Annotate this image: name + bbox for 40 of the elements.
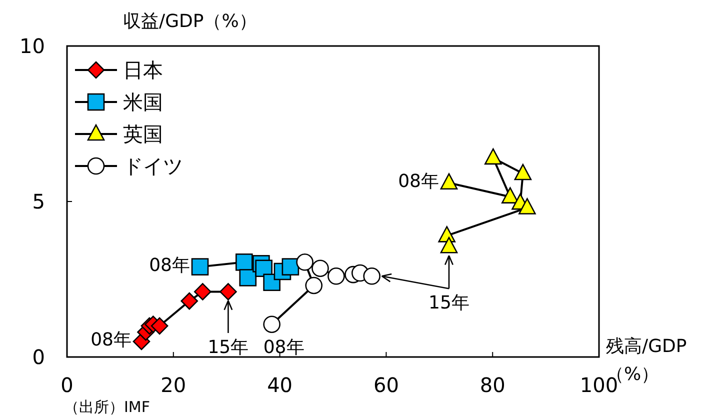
annotation: 15年 bbox=[208, 337, 249, 358]
point bbox=[305, 276, 322, 294]
annotation: 08年 bbox=[263, 337, 304, 358]
legend-label: 英国 bbox=[123, 122, 163, 146]
point bbox=[191, 258, 209, 276]
point bbox=[236, 253, 253, 271]
x-tick-label: 60 bbox=[373, 373, 399, 397]
legend-label: 日本 bbox=[123, 58, 163, 82]
annotation: 08年 bbox=[398, 170, 439, 192]
point bbox=[312, 260, 329, 278]
point bbox=[518, 198, 536, 214]
annotation: 15年 bbox=[428, 292, 470, 314]
point bbox=[282, 258, 300, 276]
x-tick-label: 20 bbox=[160, 373, 186, 397]
point bbox=[363, 267, 380, 285]
point bbox=[180, 292, 198, 310]
legend-label: ドイツ bbox=[123, 154, 183, 178]
point bbox=[502, 187, 519, 204]
point bbox=[296, 253, 314, 271]
point bbox=[220, 283, 237, 300]
point bbox=[194, 283, 212, 300]
point bbox=[263, 316, 280, 333]
annotation: 08年 bbox=[149, 254, 190, 276]
annotation: 08年 bbox=[90, 329, 132, 350]
point bbox=[239, 269, 257, 286]
x-tick-label: 40 bbox=[267, 373, 293, 397]
y-tick-label: 5 bbox=[32, 190, 45, 214]
point bbox=[440, 236, 458, 254]
point bbox=[328, 267, 345, 285]
point bbox=[484, 148, 502, 165]
legend-label: 米国 bbox=[123, 90, 163, 114]
point bbox=[150, 317, 168, 335]
x-tick-label: 80 bbox=[480, 373, 506, 397]
y-axis-title: 収益/GDP（%） bbox=[123, 11, 257, 32]
y-tick-label: 10 bbox=[20, 34, 45, 58]
point bbox=[440, 173, 458, 190]
point bbox=[514, 164, 532, 180]
x-tick-label: 0 bbox=[60, 373, 74, 397]
y-tick-label: 0 bbox=[32, 345, 45, 369]
text: （出所）IMF bbox=[64, 398, 150, 416]
